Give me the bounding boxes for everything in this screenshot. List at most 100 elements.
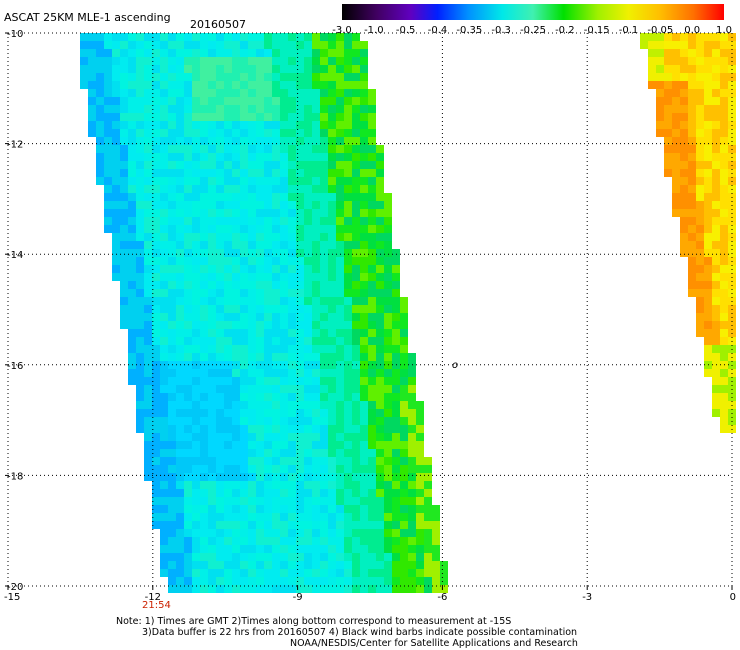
data-cell: [184, 33, 192, 41]
data-cell: [240, 521, 248, 529]
data-cell: [232, 193, 240, 201]
data-cell: [272, 585, 280, 593]
data-cell: [280, 529, 288, 537]
data-cell: [288, 481, 296, 489]
data-cell: [216, 33, 224, 41]
data-cell: [424, 585, 432, 593]
data-cell: [272, 241, 280, 249]
data-cell: [312, 153, 320, 161]
data-cell: [368, 113, 376, 121]
data-cell: [192, 185, 200, 193]
data-cell: [328, 329, 336, 337]
data-cell: [712, 313, 720, 321]
data-cell: [240, 289, 248, 297]
data-cell: [136, 113, 144, 121]
data-cell: [184, 225, 192, 233]
data-cell: [216, 113, 224, 121]
data-cell: [152, 161, 160, 169]
data-cell: [408, 497, 416, 505]
data-cell: [408, 505, 416, 513]
data-cell: [368, 321, 376, 329]
data-cell: [288, 497, 296, 505]
data-cell: [208, 329, 216, 337]
data-cell: [344, 169, 352, 177]
data-cell: [688, 33, 696, 41]
data-cell: [288, 425, 296, 433]
data-cell: [160, 89, 168, 97]
data-cell: [336, 337, 344, 345]
data-cell: [376, 385, 384, 393]
data-cell: [352, 585, 360, 593]
data-cell: [352, 313, 360, 321]
data-cell: [272, 489, 280, 497]
data-cell: [232, 513, 240, 521]
colorbar-label: -1.0: [364, 25, 384, 36]
data-cell: [144, 305, 152, 313]
data-cell: [336, 473, 344, 481]
data-cell: [160, 137, 168, 145]
data-cell: [328, 537, 336, 545]
data-cell: [248, 257, 256, 265]
data-cell: [128, 73, 136, 81]
data-cell: [144, 97, 152, 105]
data-cell: [248, 73, 256, 81]
data-cell: [264, 177, 272, 185]
data-cell: [216, 473, 224, 481]
data-cell: [312, 401, 320, 409]
data-cell: [288, 537, 296, 545]
data-cell: [328, 193, 336, 201]
data-cell: [648, 41, 656, 49]
data-cell: [440, 577, 448, 585]
data-cell: [176, 409, 184, 417]
data-cell: [696, 185, 704, 193]
data-cell: [240, 273, 248, 281]
data-cell: [120, 217, 128, 225]
data-cell: [312, 241, 320, 249]
data-cell: [336, 81, 344, 89]
data-cell: [368, 193, 376, 201]
data-cell: [312, 353, 320, 361]
data-cell: [224, 281, 232, 289]
data-cell: [88, 121, 96, 129]
data-cell: [160, 193, 168, 201]
data-cell: [248, 265, 256, 273]
data-cell: [264, 369, 272, 377]
data-cell: [200, 417, 208, 425]
data-cell: [424, 545, 432, 553]
data-cell: [136, 409, 144, 417]
data-cell: [312, 481, 320, 489]
data-cell: [224, 81, 232, 89]
data-cell: [168, 89, 176, 97]
data-cell: [256, 489, 264, 497]
data-cell: [408, 385, 416, 393]
data-cell: [168, 297, 176, 305]
data-cell: [216, 585, 224, 593]
data-cell: [184, 57, 192, 65]
data-cell: [312, 433, 320, 441]
data-cell: [176, 569, 184, 577]
data-cell: [712, 377, 720, 385]
data-cell: [200, 201, 208, 209]
data-cell: [672, 209, 680, 217]
data-cell: [264, 113, 272, 121]
data-cell: [144, 217, 152, 225]
data-cell: [208, 561, 216, 569]
data-cell: [392, 257, 400, 265]
data-cell: [304, 385, 312, 393]
data-cell: [280, 145, 288, 153]
data-cell: [176, 249, 184, 257]
data-cell: [248, 497, 256, 505]
data-cell: [312, 41, 320, 49]
data-cell: [408, 409, 416, 417]
data-cell: [248, 521, 256, 529]
data-cell: [280, 465, 288, 473]
data-cell: [320, 585, 328, 593]
data-cell: [288, 193, 296, 201]
data-cell: [296, 313, 304, 321]
data-cell: [664, 41, 672, 49]
data-cell: [280, 177, 288, 185]
data-cell: [664, 73, 672, 81]
data-cell: [112, 217, 120, 225]
data-cell: [120, 305, 128, 313]
data-cell: [128, 353, 136, 361]
